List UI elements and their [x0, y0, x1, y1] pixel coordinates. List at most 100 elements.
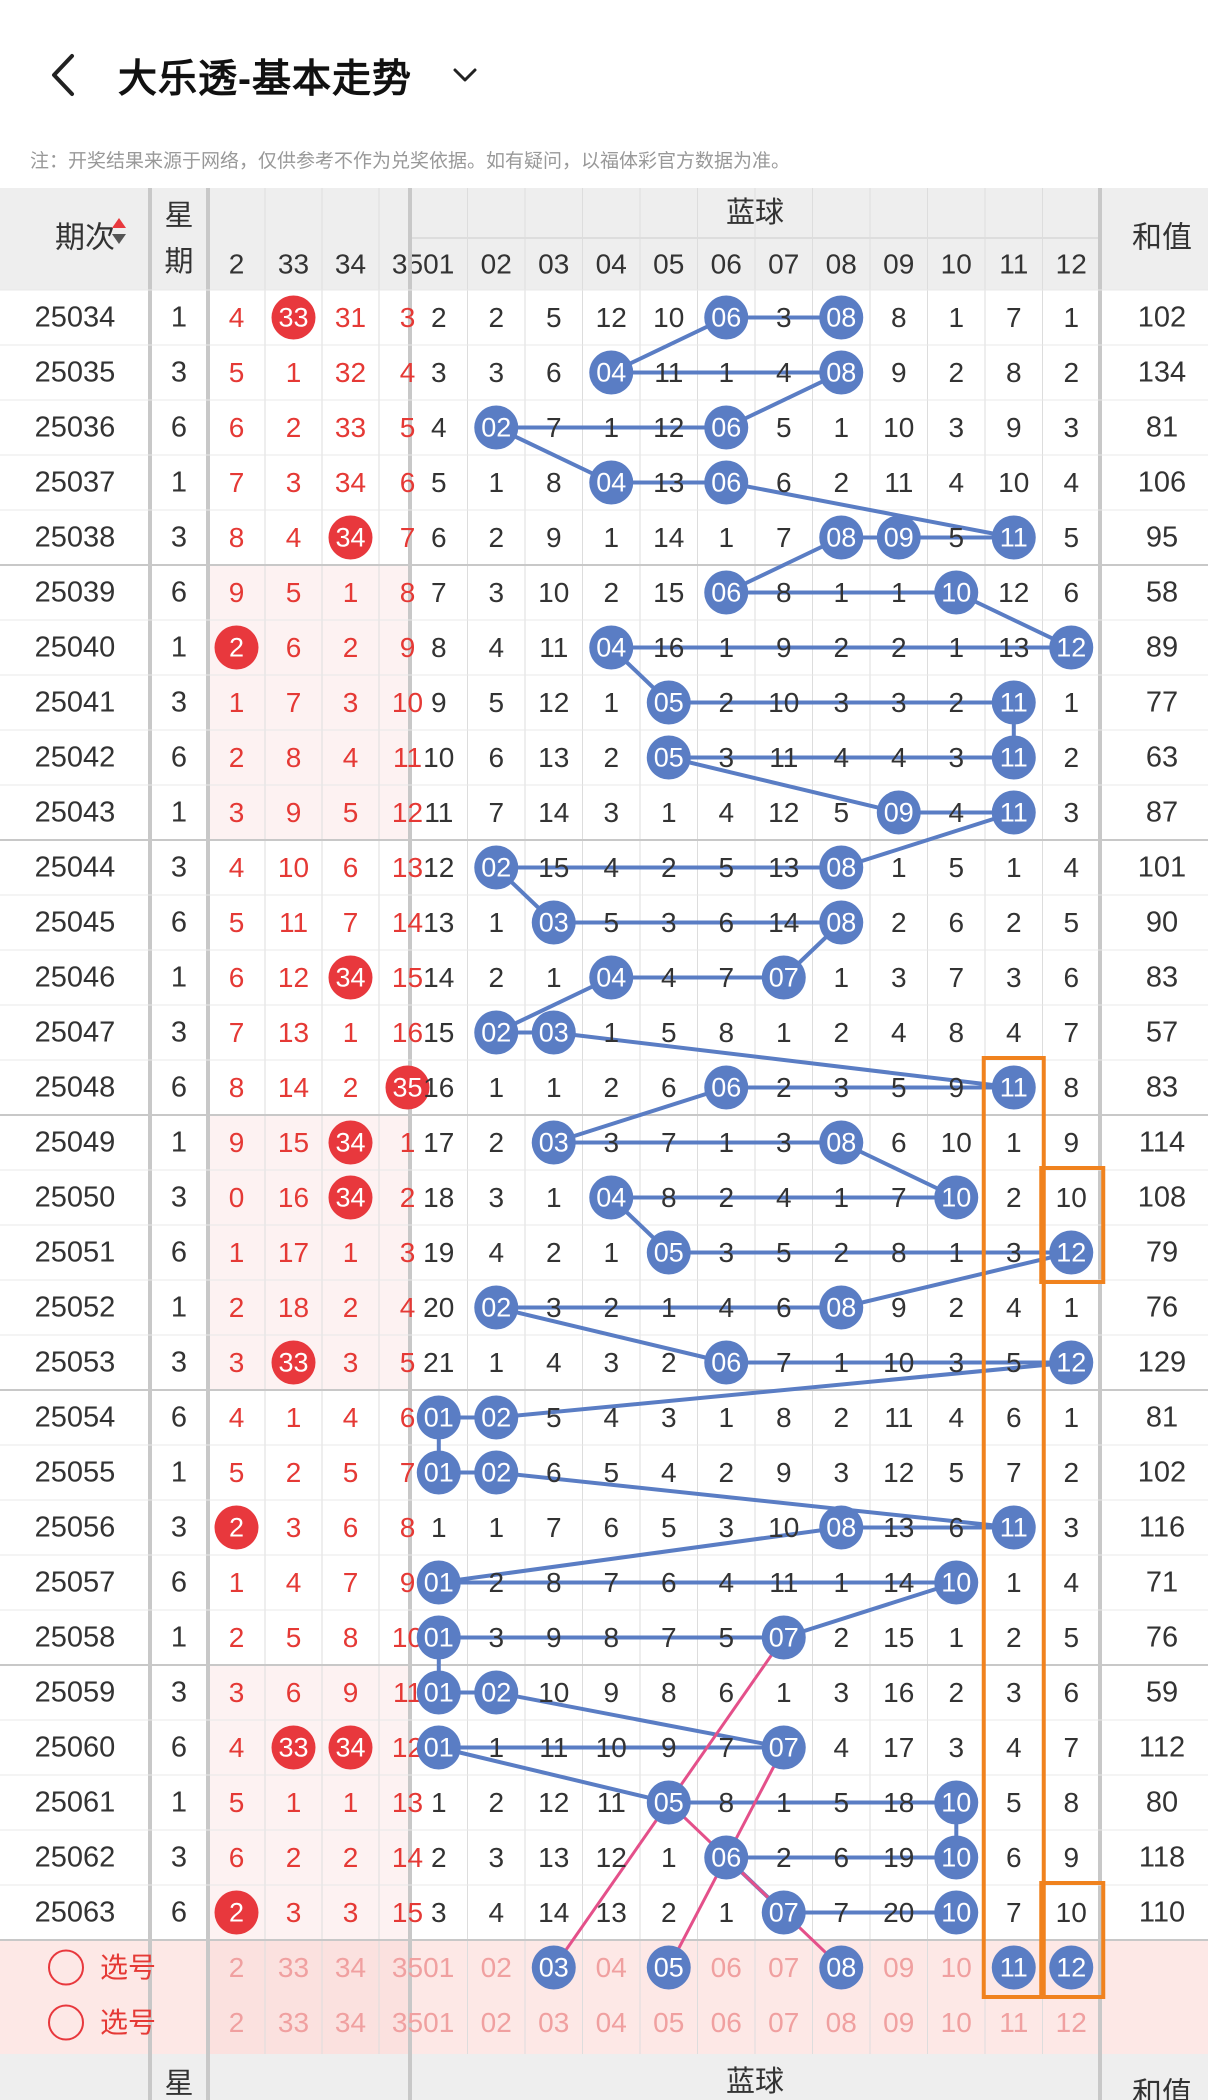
blue-miss-count: 2: [718, 1182, 734, 1213]
select-blue-number[interactable]: 11: [1000, 1953, 1028, 1983]
select-blue-number[interactable]: 05: [653, 2007, 684, 2038]
select-blue-number[interactable]: 02: [481, 1952, 512, 1983]
table-row[interactable]: 25060 6 4 33 34 12 01 1 11 10 9 7 07 4 17 3 4 7 112: [35, 1725, 1185, 1770]
select-blue-number[interactable]: 03: [538, 2007, 569, 2038]
front-miss-count: 2: [400, 1182, 416, 1213]
blue-miss-count: 1: [776, 1017, 792, 1048]
blue-miss-count: 9: [431, 687, 447, 718]
table-row[interactable]: 25061 1 5 1 1 13 1 2 12 11 05 8 1 5 18 10 5 8 80: [35, 1780, 1178, 1825]
table-row[interactable]: 25059 3 3 6 9 11 01 02 10 9 8 6 1 3 16 2 3 6 59: [35, 1670, 1178, 1715]
select-front-number[interactable]: 34: [335, 2007, 366, 2038]
blue-hit-ball: [819, 1285, 864, 1330]
table-row[interactable]: 25039 6 9 5 1 8 7 3 10 2 15 06 8 1 1 10 12 6 58: [35, 570, 1178, 615]
issue-number: 25039: [35, 577, 116, 609]
table-row[interactable]: 25036 6 6 2 33 5 4 02 7 1 12 06 5 1 10 3 9 3 81: [35, 405, 1178, 450]
table-row[interactable]: 25058 1 2 5 8 10 01 3 9 8 7 5 07 2 15 1 2 5 76: [35, 1615, 1178, 1660]
select-blue-number[interactable]: 10: [941, 1952, 972, 1983]
header-issue[interactable]: 期次: [55, 222, 115, 255]
select-front-number[interactable]: 35: [392, 2007, 423, 2038]
select-radio[interactable]: [48, 1949, 84, 1986]
sort-down-icon[interactable]: [112, 234, 126, 244]
blue-miss-count: 2: [661, 852, 677, 883]
blue-miss-count: 6: [1006, 1402, 1022, 1433]
blue-miss-count: 2: [488, 1567, 504, 1598]
table-row[interactable]: 25044 3 4 10 6 13 12 02 15 4 2 5 13 08 1 5 1 4 101: [35, 845, 1187, 890]
front-miss-count: 6: [286, 632, 302, 663]
chevron-down-icon[interactable]: [450, 60, 480, 90]
select-front-number[interactable]: 33: [278, 2007, 309, 2038]
table-row[interactable]: 25038 3 8 4 34 7 6 2 9 1 14 1 7 08 09 5 11 5 95: [35, 515, 1178, 560]
table-row[interactable]: 25056 3 2 3 6 8 1 1 7 6 5 3 10 08 13 6 11 3 116: [35, 1505, 1185, 1550]
table-row[interactable]: 25034 1 4 33 31 3 2 2 5 12 10 06 3 08 8 1 7 1 102: [35, 295, 1187, 340]
select-blue-ball[interactable]: [991, 1945, 1036, 1990]
select-radio[interactable]: [48, 2004, 84, 2041]
sum-value: 110: [1139, 1897, 1185, 1929]
select-blue-ball[interactable]: [646, 1945, 691, 1990]
sort-up-icon[interactable]: [112, 218, 126, 228]
select-blue-ball[interactable]: [531, 1945, 576, 1990]
select-row[interactable]: 选号 2 33 34 35 01 02 03 04 05 06 07 08 09 10 11 12: [48, 2004, 1087, 2041]
select-blue-number[interactable]: 04: [596, 1952, 627, 1983]
select-blue-number[interactable]: 01: [423, 2007, 454, 2038]
page-title[interactable]: 大乐透-基本走势: [118, 58, 412, 101]
table-row[interactable]: 25045 6 5 11 7 14 13 1 03 5 3 6 14 08 2 6 2 5 90: [35, 900, 1178, 945]
select-blue-number[interactable]: 05: [654, 1953, 684, 1983]
select-blue-number[interactable]: 02: [481, 2007, 512, 2038]
blue-miss-count: 4: [833, 1732, 849, 1763]
select-blue-number[interactable]: 07: [768, 2007, 799, 2038]
blue-miss-count: 1: [718, 357, 734, 388]
front-miss-count: 1: [343, 577, 359, 608]
select-blue-ball[interactable]: [819, 1945, 864, 1990]
select-blue-ball[interactable]: [1049, 1945, 1094, 1990]
table-row[interactable]: 25055 1 5 2 5 7 01 02 6 5 4 2 9 3 12 5 7 2 102: [35, 1450, 1187, 1495]
table-row[interactable]: 25037 1 7 3 34 6 5 1 8 04 13 06 6 2 11 4 10 4 106: [35, 460, 1187, 505]
select-blue-number[interactable]: 03: [539, 1953, 569, 1983]
table-row[interactable]: 25051 6 1 17 1 3 19 4 2 1 05 3 5 2 8 1 3 12 79: [35, 1230, 1178, 1275]
table-row[interactable]: 25035 3 5 1 32 4 3 3 6 04 11 1 4 08 9 2 8 2 134: [35, 350, 1187, 395]
select-blue-number[interactable]: 06: [711, 2007, 742, 2038]
select-blue-number[interactable]: 07: [768, 1952, 799, 1983]
select-front-number[interactable]: 2: [229, 2007, 245, 2038]
table-row[interactable]: 25042 6 2 8 4 11 10 6 13 2 05 3 11 4 4 3 11 2 63: [35, 735, 1178, 780]
blue-miss-count: 1: [661, 1292, 677, 1323]
front-miss-count: 34: [335, 467, 366, 498]
select-blue-number[interactable]: 08: [826, 1953, 856, 1983]
table-row[interactable]: 25053 3 3 33 3 5 21 1 4 3 2 06 7 1 10 3 5 12 129: [35, 1340, 1187, 1385]
table-row[interactable]: 25040 1 2 6 2 9 8 4 11 04 16 1 9 2 2 1 13 12 89: [35, 625, 1178, 670]
issue-number: 25048: [35, 1072, 116, 1104]
select-row[interactable]: 选号 2 33 34 35 01 02 03 04 05 06 07 08 09 10 11 12: [48, 1945, 1094, 1990]
select-front-number[interactable]: 2: [229, 1952, 245, 1983]
back-arrow-icon[interactable]: [44, 50, 84, 100]
front-miss-count: 1: [400, 1127, 416, 1158]
select-blue-number[interactable]: 09: [883, 1952, 914, 1983]
select-blue-number[interactable]: 11: [999, 2007, 1028, 2038]
select-blue-number[interactable]: 01: [423, 1952, 454, 1983]
select-blue-number[interactable]: 09: [883, 2007, 914, 2038]
table-row[interactable]: 25047 3 7 13 1 16 15 02 03 1 5 8 1 2 4 8 4 7 57: [35, 1010, 1178, 1055]
front-miss-count: 15: [278, 1127, 309, 1158]
select-blue-number[interactable]: 12: [1056, 1953, 1086, 1983]
select-blue-number[interactable]: 06: [711, 1952, 742, 1983]
table-row[interactable]: 25041 3 1 7 3 10 9 5 12 1 05 2 10 3 3 2 11 1 77: [35, 680, 1178, 725]
table-row[interactable]: 25054 6 4 1 4 6 01 02 5 4 3 1 8 2 11 4 6 1 81: [35, 1395, 1178, 1440]
select-front-number[interactable]: 35: [392, 1952, 423, 1983]
select-blue-number[interactable]: 10: [941, 2007, 972, 2038]
select-blue-number[interactable]: 04: [596, 2007, 627, 2038]
blue-miss-count: 3: [718, 742, 734, 773]
table-row[interactable]: 25057 6 1 4 7 9 01 2 8 7 6 4 11 1 14 10 1 4 71: [35, 1560, 1178, 1605]
table-row[interactable]: 25052 1 2 18 2 4 20 02 3 2 1 4 6 08 9 2 4 1 76: [35, 1285, 1178, 1330]
table-row[interactable]: 25043 1 3 9 5 12 11 7 14 3 1 4 12 5 09 4 11 3 87: [35, 790, 1178, 835]
table-row[interactable]: 25046 1 6 12 34 15 14 2 1 04 4 7 07 1 3 7 3 6 83: [35, 955, 1178, 1000]
select-front-number[interactable]: 34: [335, 1952, 366, 1983]
table-row[interactable]: 25048 6 8 14 2 35 16 1 1 2 6 06 2 3 5 9 11 8 83: [35, 1065, 1178, 1110]
select-blue-number[interactable]: 08: [826, 2007, 857, 2038]
table-row[interactable]: 25049 1 9 15 34 1 17 2 03 3 7 1 3 08 6 10 1 9 114: [35, 1120, 1185, 1165]
table-row[interactable]: 25050 3 0 16 34 2 18 3 1 04 8 2 4 1 7 10 2 10 108: [35, 1175, 1187, 1220]
blue-miss-count: 10: [768, 1512, 799, 1543]
select-front-number[interactable]: 33: [278, 1952, 309, 1983]
table-row[interactable]: 25062 3 6 2 2 14 2 3 13 12 1 06 2 6 19 10 6 9 118: [35, 1835, 1185, 1880]
blue-miss-count: 13: [883, 1512, 914, 1543]
bottom-sum-label: 和值: [1132, 2078, 1192, 2100]
select-blue-number[interactable]: 12: [1056, 2007, 1087, 2038]
table-row[interactable]: 25063 6 2 3 3 15 3 4 14 13 2 1 07 7 20 10 7 10 110: [35, 1890, 1185, 1935]
